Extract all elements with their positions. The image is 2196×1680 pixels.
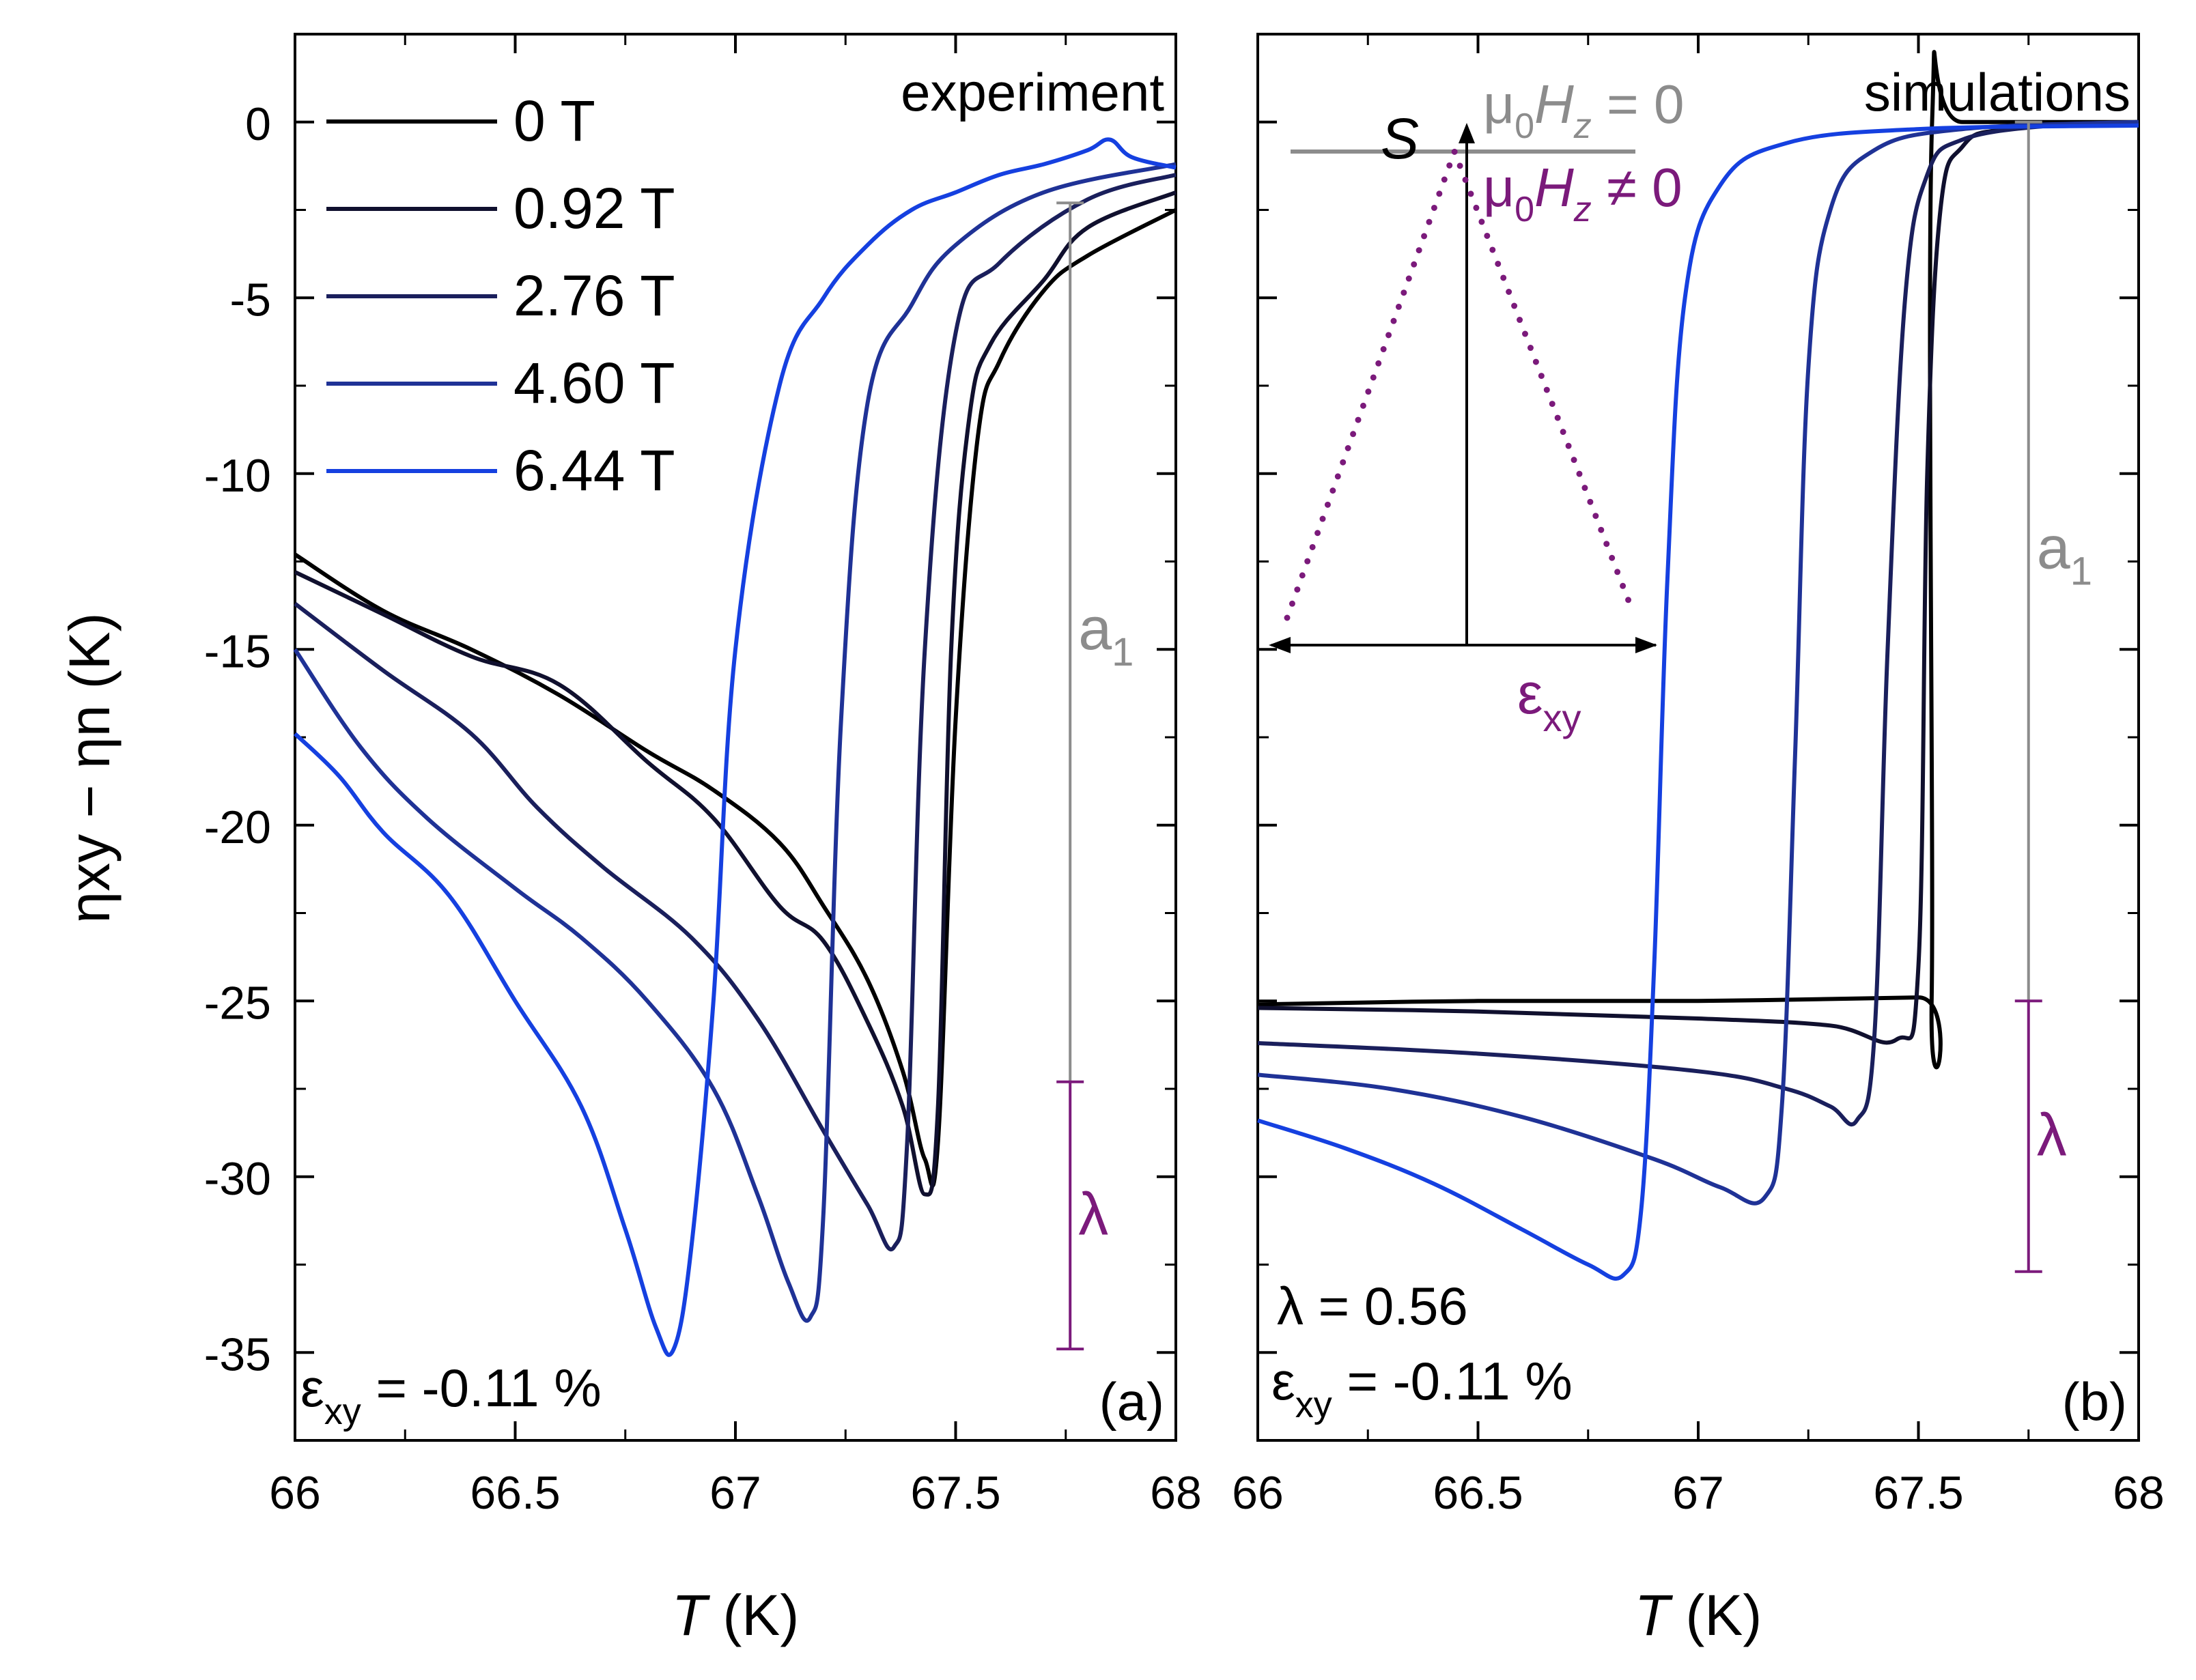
panel-a-series bbox=[293, 137, 1177, 1357]
series-line-644T bbox=[1257, 123, 2139, 1281]
x-tick-label: 67.5 bbox=[910, 1467, 1000, 1519]
series-line-460T bbox=[293, 162, 1177, 1323]
panel-b-strain-label: εxy = -0.11 % bbox=[1271, 1351, 1573, 1425]
legend-entry: 2.76 T bbox=[513, 264, 675, 328]
x-tick-label: 68 bbox=[1150, 1467, 1202, 1519]
y-tick-label: -35 bbox=[204, 1328, 271, 1380]
panel-a: 66 66.5 67 67.5 680-5-10-15-20-25-30-35 0 T0… bbox=[204, 33, 1202, 1647]
inset-eps-label: εxy bbox=[1517, 661, 1581, 739]
y-tick-label: -15 bbox=[204, 625, 271, 677]
experiment-label: experiment bbox=[901, 62, 1164, 122]
legend-entry: 6.44 T bbox=[513, 438, 675, 502]
legend-entry: 0.92 T bbox=[513, 176, 675, 240]
a1-label: a1 bbox=[1078, 595, 1134, 674]
panel-a-strain-label: εxy = -0.11 % bbox=[300, 1358, 602, 1432]
inset-hnz-label: μ0Hz ≠ 0 bbox=[1483, 157, 1683, 229]
x-tick-label: 67 bbox=[709, 1467, 761, 1519]
panel-b-annotation-bars: a1 λ bbox=[2014, 120, 2092, 1273]
series-line-276T bbox=[294, 173, 1177, 1251]
y-tick-label: 0 bbox=[245, 98, 271, 150]
panel-a-annotation-bars: a1 λ bbox=[1056, 201, 1134, 1351]
panel-a-x-axis-label: T (K) bbox=[672, 1583, 800, 1647]
series-line-644T bbox=[293, 137, 1177, 1357]
inset-s-arrowhead bbox=[1459, 123, 1475, 143]
y-tick-label: -20 bbox=[204, 801, 271, 853]
y-tick-label: -25 bbox=[204, 977, 271, 1029]
lambda-value-label: λ = 0.56 bbox=[1277, 1276, 1468, 1336]
x-tick-label: 67.5 bbox=[1873, 1467, 1963, 1519]
panel-b-frame bbox=[1256, 33, 2140, 1442]
panel-a-label: (a) bbox=[1099, 1371, 1164, 1432]
panel-b-series bbox=[1257, 50, 2139, 1281]
series-line-0T bbox=[294, 208, 1177, 1188]
panel-b-x-axis-label: T (K) bbox=[1635, 1583, 1762, 1647]
inset-eps-arrowhead-left bbox=[1269, 637, 1291, 653]
x-tick-label: 66.5 bbox=[470, 1467, 560, 1519]
panel-a-frame bbox=[294, 33, 1177, 1442]
a1-label: a1 bbox=[2037, 514, 2092, 594]
x-tick-label: 66.5 bbox=[1433, 1467, 1523, 1519]
legend-entry: 0 T bbox=[513, 89, 595, 153]
legend: 0 T 0.92 T 2.76 T 4.60 T 6.44 T bbox=[326, 89, 675, 502]
y-tick-label: -30 bbox=[204, 1153, 271, 1205]
legend-entry: 4.60 T bbox=[513, 351, 675, 415]
series-line-276T bbox=[1257, 119, 2139, 1127]
x-tick-label: 66 bbox=[1232, 1467, 1284, 1519]
series-line-460T bbox=[1257, 119, 2139, 1206]
panel-b-ticks: 66 66.5 67 67.5 68 bbox=[1232, 33, 2165, 1519]
inset-h0-label: μ0Hz = 0 bbox=[1483, 74, 1684, 146]
lambda-label: λ bbox=[2037, 1101, 2067, 1169]
inset-eps-arrowhead-right bbox=[1635, 637, 1657, 653]
x-tick-label: 68 bbox=[2113, 1467, 2165, 1519]
lambda-label: λ bbox=[1078, 1180, 1108, 1247]
inset-s-label: S bbox=[1381, 106, 1419, 171]
series-line-092T bbox=[294, 190, 1177, 1197]
panel-a-ticks: 66 66.5 67 67.5 68 0 -5 -10 -15 -20 -25 -30 -35 bbox=[204, 33, 1202, 1519]
series-line-092T bbox=[1257, 119, 2139, 1045]
simulations-label: simulations bbox=[1864, 62, 2130, 122]
y-axis-label: ηxy − ηn (K) bbox=[57, 612, 122, 923]
inset-hnz-dotted-curve bbox=[1284, 143, 1632, 621]
series-line-0T bbox=[1257, 50, 2139, 1070]
x-tick-label: 66 bbox=[269, 1467, 321, 1519]
panel-b-label: (b) bbox=[2062, 1371, 2127, 1432]
y-tick-label: -10 bbox=[204, 450, 271, 502]
x-tick-label: 67 bbox=[1672, 1467, 1724, 1519]
y-tick-label: -5 bbox=[230, 274, 271, 326]
